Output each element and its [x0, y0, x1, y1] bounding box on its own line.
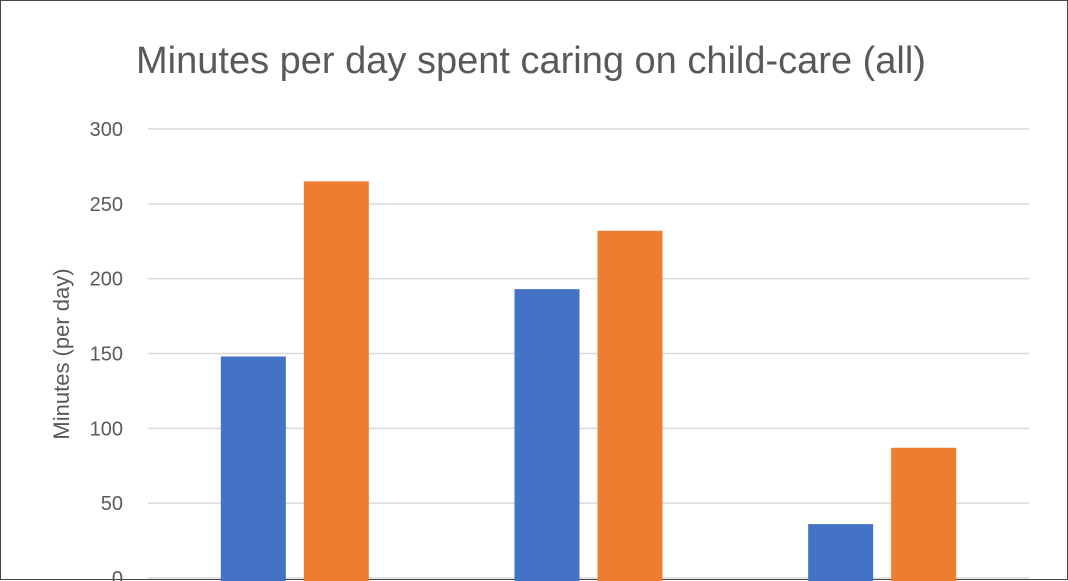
y-tick-label: 300 [90, 119, 123, 141]
bar-series-2-category-2 [597, 230, 663, 581]
bars [220, 181, 957, 581]
y-tick-label: 50 [101, 493, 123, 515]
bar-series-1-category-1 [220, 356, 286, 581]
gridlines [148, 128, 1029, 579]
bar-series-1-category-2 [514, 289, 580, 581]
y-tick-label: 100 [90, 418, 123, 440]
y-axis-label: Minutes (per day) [49, 268, 74, 439]
y-tick-label: 0 [112, 568, 123, 581]
y-axis-ticks: 0 50 100 150 200 250 300 [90, 119, 123, 581]
y-tick-label: 200 [90, 269, 123, 291]
bar-series-2-category-1 [303, 181, 369, 581]
y-tick-label: 150 [90, 344, 123, 366]
bar-series-1-category-3 [808, 524, 874, 581]
chart-title: Minutes per day spent caring on child-ca… [136, 40, 926, 82]
bar-series-2-category-3 [891, 447, 957, 581]
y-tick-label: 250 [90, 194, 123, 216]
